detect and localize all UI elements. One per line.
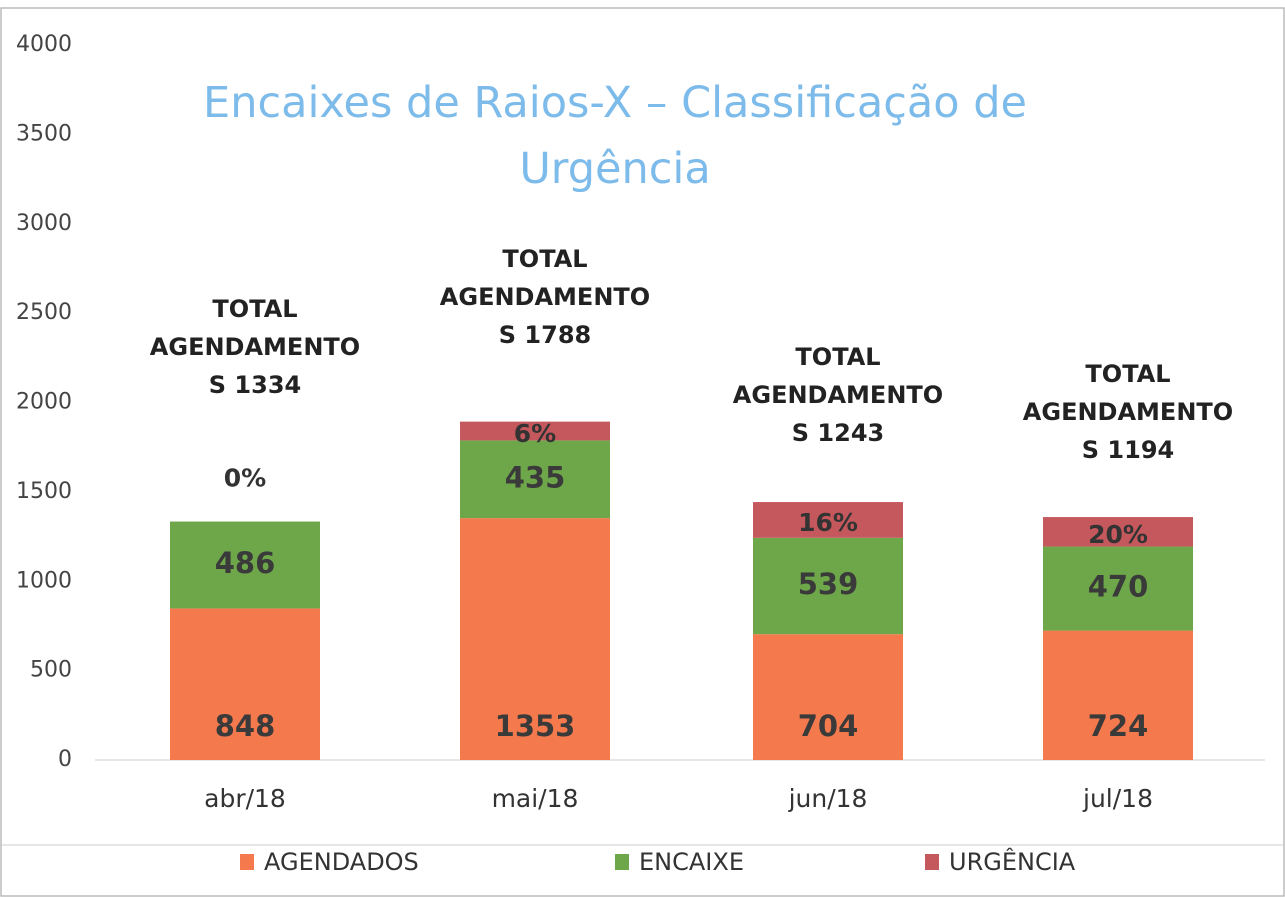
data-label: 539 [798, 567, 859, 601]
bar-segment [170, 608, 320, 760]
bar-segment [753, 537, 903, 635]
segment-label: 16% [798, 508, 858, 537]
data-label: 470 [1088, 570, 1149, 604]
bar-segment [460, 440, 610, 519]
legend-label: URGÊNCIA [949, 847, 1076, 876]
bar-segment [753, 634, 903, 760]
annotation: S 1788 [499, 321, 591, 349]
frame [0, 7, 1285, 897]
bar-segment [460, 421, 610, 441]
bar-segment [753, 502, 903, 538]
legend-swatch [615, 854, 629, 870]
y-tick-label: 0 [58, 747, 72, 772]
data-label: 724 [1088, 709, 1149, 743]
legend-label: ENCAIXE [639, 848, 744, 876]
annotation: TOTAL [502, 245, 587, 273]
bar-segment [170, 521, 320, 609]
data-label: 486 [215, 546, 276, 580]
segment-label: 20% [1088, 520, 1148, 549]
annotation: TOTAL [795, 343, 880, 371]
annotation: S 1194 [1082, 436, 1174, 464]
x-tick-label: abr/18 [204, 784, 286, 813]
chart-title: Encaixes de Raios-X – Classificação de U… [203, 78, 1027, 194]
segment-label: 6% [514, 419, 556, 448]
annotation: AGENDAMENTO [150, 333, 360, 361]
y-tick-label: 1500 [16, 479, 72, 504]
x-tick-label: jun/18 [788, 784, 868, 813]
y-tick-label: 4000 [16, 32, 72, 57]
data-label: 848 [215, 709, 276, 743]
data-label: 435 [505, 460, 566, 494]
legend-label: AGENDADOS [264, 848, 419, 876]
bar-segment [1043, 630, 1193, 760]
data-label: 1353 [495, 709, 576, 743]
annotation: S 1334 [209, 371, 301, 399]
y-tick-label: 500 [30, 658, 72, 683]
y-tick-label: 1000 [16, 568, 72, 593]
y-tick-label: 3500 [16, 121, 72, 146]
annotation: TOTAL [212, 295, 297, 323]
legend-swatch [925, 854, 939, 870]
annotation: S 1243 [792, 419, 884, 447]
x-tick-label: jul/18 [1082, 784, 1153, 813]
annotation: AGENDAMENTO [440, 283, 650, 311]
bar-segment [460, 518, 610, 760]
y-tick-label: 3000 [16, 211, 72, 236]
y-tick-label: 2000 [16, 390, 72, 415]
data-label: 704 [798, 709, 859, 743]
segment-label: 0% [224, 464, 266, 493]
annotation: AGENDAMENTO [1023, 398, 1233, 426]
y-tick-label: 2500 [16, 300, 72, 325]
annotation: AGENDAMENTO [733, 381, 943, 409]
x-tick-label: mai/18 [492, 784, 579, 813]
bar-segment [1043, 546, 1193, 631]
legend-swatch [240, 854, 254, 870]
bar-segment [1043, 517, 1193, 547]
annotation: TOTAL [1085, 360, 1170, 388]
